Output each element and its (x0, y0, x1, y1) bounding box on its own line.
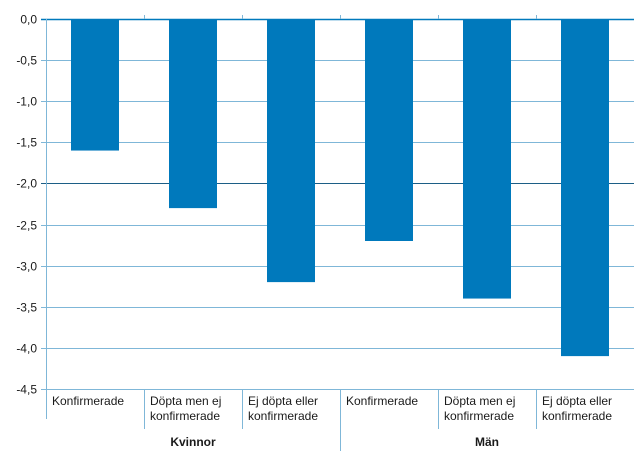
y-tick-label: -0,5 (16, 54, 37, 68)
y-tick-label: -3,5 (16, 301, 37, 315)
bar (463, 19, 511, 299)
y-tick-label: -4,5 (16, 383, 37, 397)
y-tick-label: -3,0 (16, 260, 37, 274)
y-tick-label: -2,0 (16, 177, 37, 191)
y-tick-label: 0,0 (20, 13, 37, 27)
y-tick-label: -4,0 (16, 342, 37, 356)
category-label: Döpta men ej (150, 394, 221, 408)
category-label: konfirmerade (150, 409, 220, 423)
group-label: Kvinnor (170, 435, 216, 449)
category-label: Konfirmerade (346, 394, 418, 408)
group-label: Män (475, 435, 499, 449)
category-label: konfirmerade (248, 409, 318, 423)
category-label: Ej döpta eller (248, 394, 318, 408)
category-label: konfirmerade (444, 409, 514, 423)
grid-lines (41, 18, 634, 390)
axis-lines (46, 15, 537, 451)
bar (561, 19, 609, 357)
y-tick-label: -1,5 (16, 136, 37, 150)
category-label: konfirmerade (542, 409, 612, 423)
bar (169, 19, 217, 209)
bar (267, 19, 315, 283)
bar (365, 19, 413, 241)
category-label: Konfirmerade (52, 394, 124, 408)
y-tick-label: -2,5 (16, 219, 37, 233)
category-label: Döpta men ej (444, 394, 515, 408)
group-labels: Kvinnor Män (170, 435, 499, 449)
y-axis-tick-labels: 0,0 -0,5 -1,0 -1,5 -2,0 -2,5 -3,0 -3,5 -4,0 -4,5 (16, 13, 37, 397)
bar (71, 19, 119, 151)
category-label: Ej döpta eller (542, 394, 612, 408)
bars (71, 19, 609, 357)
y-tick-label: -1,0 (16, 95, 37, 109)
